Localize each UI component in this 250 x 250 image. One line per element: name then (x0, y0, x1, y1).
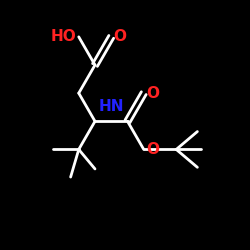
Text: HN: HN (98, 99, 124, 114)
Text: O: O (146, 86, 159, 101)
Text: HO: HO (50, 29, 76, 44)
Text: O: O (146, 142, 159, 157)
Text: O: O (114, 29, 127, 44)
